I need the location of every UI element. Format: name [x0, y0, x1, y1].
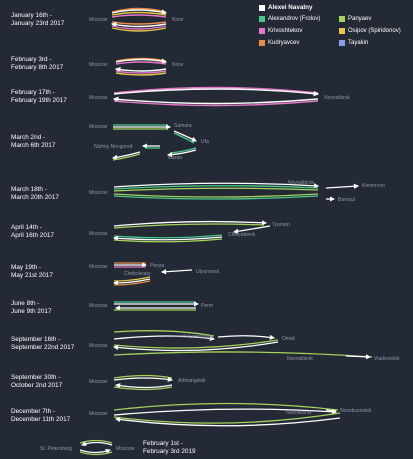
city-label: Chelyabinsk — [228, 232, 256, 238]
trip-route-2: Moscow Kirov — [89, 57, 184, 76]
trip-date: April 14th - April 16th 2017 — [11, 224, 54, 239]
legend-label: Panyaev — [348, 16, 372, 22]
legend-item: Alexandrov (Frolov) — [259, 16, 320, 22]
trip-date: March 2nd - March 6th 2017 — [11, 134, 56, 149]
city-label: Moscow — [89, 303, 108, 309]
trip-route-4: Moscow Samara Ufa Nizhny Novgorod Kazan — [89, 123, 209, 161]
city-label: Novosibirsk — [286, 410, 312, 416]
legend-swatch — [259, 16, 265, 22]
legend-item: Kudryavcev — [259, 40, 299, 46]
legend-label: Tayakin — [348, 40, 369, 46]
legend-label: Alexandrov (Frolov) — [268, 16, 321, 22]
legend-item-navalny: Alexei Navalny — [259, 4, 312, 11]
legend-swatch — [339, 40, 345, 46]
legend-swatch — [259, 40, 265, 46]
city-label: Moscow — [89, 17, 108, 23]
city-label: Ufa — [201, 139, 209, 145]
city-label: Novosibirsk — [287, 356, 313, 362]
legend-label: Osipov (Spiridonov) — [348, 28, 401, 34]
city-label: Moscow — [89, 190, 108, 196]
city-label: Kemerovo — [362, 183, 385, 189]
city-label: Nizhny Novgorod — [94, 144, 133, 150]
city-label: Novosibirsk — [324, 95, 350, 101]
trip-date: May 19th - May 21st 2017 — [11, 264, 53, 279]
legend-label: Alexei Navalny — [268, 4, 313, 11]
city-label: Moscow — [89, 411, 108, 417]
legend-item: Panyaev — [339, 16, 371, 22]
trip-route-9: Moscow Yekaterinburg Omsk Novosibirsk Vl… — [89, 330, 400, 362]
legend-swatch — [339, 16, 345, 22]
city-label: Barnaul — [338, 197, 355, 203]
trip-route-5: Moscow Novosibirsk Kemerovo Barnaul — [89, 180, 385, 203]
city-label: Moscow — [89, 124, 108, 130]
city-label: Vladivostok — [374, 356, 400, 362]
city-label: Tyumen — [272, 222, 290, 228]
city-label: Yekaterinburg — [182, 334, 213, 340]
trip-date: February 17th - February 19th 2017 — [11, 89, 67, 104]
city-label: Omsk — [282, 336, 296, 342]
city-label: Moscow — [89, 62, 108, 68]
trip-route-1: Moscow Kirov — [89, 7, 184, 32]
trip-route-3: Moscow Novosibirsk — [89, 86, 350, 107]
city-label: Novosibirsk — [288, 180, 314, 186]
city-label: Arkhangelsk — [178, 378, 206, 384]
trip-date: December 7th - December 11th 2017 — [11, 408, 71, 423]
city-label: Kazan — [168, 155, 182, 161]
trip-route-10: Moscow Arkhangelsk — [89, 374, 206, 391]
city-label: Moscow — [116, 446, 135, 452]
trip-date: February 1st - February 3rd 2019 — [143, 440, 196, 455]
trip-date: September 30th - October 2nd 2017 — [11, 374, 63, 389]
city-label: Moscow — [89, 379, 108, 385]
trip-date: June 8th - June 9th 2017 — [11, 300, 52, 315]
city-label: Novokuznetsk — [340, 408, 372, 414]
legend-label: Krivoshtekov — [268, 28, 303, 34]
city-label: Penza — [150, 263, 164, 269]
legend-item: Osipov (Spiridonov) — [339, 28, 401, 34]
legend-item: Krivoshtekov — [259, 28, 302, 34]
city-label: Perm — [201, 303, 213, 309]
legend-label: Kudryavcev — [268, 40, 300, 46]
city-label: Samara — [174, 123, 192, 129]
city-label: Cheboksary — [124, 271, 151, 277]
legend-swatch — [259, 28, 265, 34]
trip-route-12: St. Petersburg Moscow — [40, 439, 135, 456]
trip-route-11: Moscow Novosibirsk Novokuznetsk — [89, 402, 372, 427]
city-label: Kirov — [172, 62, 184, 68]
trip-date: February 3rd - February 8th 2017 — [11, 56, 64, 71]
trip-date: September 16th - September 22nd 2017 — [11, 336, 75, 351]
city-label: Kirov — [172, 17, 184, 23]
trip-route-6: Moscow Tyumen Chelyabinsk — [89, 220, 290, 243]
city-label: Moscow — [89, 264, 108, 270]
city-label: Moscow — [89, 343, 108, 349]
trip-route-8: Moscow Perm — [89, 301, 213, 311]
trip-route-7: Moscow Penza Cheboksary Ulyanovsk — [89, 262, 220, 286]
city-label: St. Petersburg — [40, 446, 72, 452]
legend-item: Tayakin — [339, 40, 368, 46]
city-label: Moscow — [89, 95, 108, 101]
legend-swatch — [259, 4, 265, 11]
trip-date: March 18th - March 20th 2017 — [11, 186, 59, 201]
trip-date: January 16th - January 23rd 2017 — [11, 12, 65, 27]
city-label: Ulyanovsk — [196, 269, 220, 275]
legend-swatch — [339, 28, 345, 34]
city-label: Moscow — [89, 231, 108, 237]
